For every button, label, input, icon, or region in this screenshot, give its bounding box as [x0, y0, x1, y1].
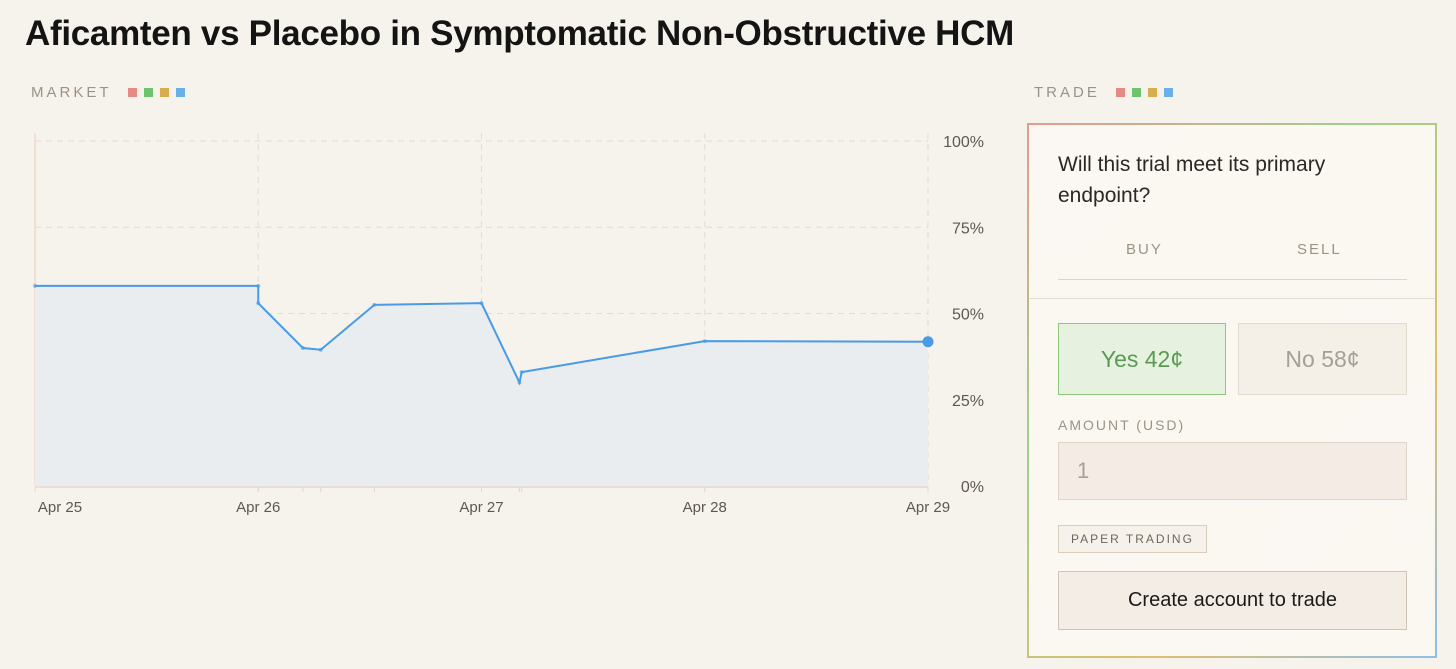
x-tick-label: Apr 26	[236, 499, 280, 516]
price-point	[702, 339, 707, 344]
current-price-point	[922, 336, 934, 348]
chart-points-layer	[33, 283, 934, 385]
blue-dot-icon	[1163, 88, 1173, 97]
x-tick-label: Apr 27	[459, 499, 503, 516]
market-section-label: MARKET	[31, 84, 185, 101]
green-dot-icon	[1131, 88, 1141, 97]
create-account-button[interactable]: Create account to trade	[1058, 571, 1407, 630]
yellow-dot-icon	[159, 88, 169, 97]
tab-sell[interactable]: SELL	[1297, 241, 1342, 258]
y-axis-tick-labels: 100% 75% 50% 25% 0%	[943, 134, 984, 496]
panel-divider	[1029, 298, 1435, 299]
trade-question: Will this trial meet its primary endpoin…	[1058, 153, 1326, 207]
trade-color-dots	[1115, 88, 1173, 97]
y-tick-label: 100%	[943, 134, 984, 151]
y-tick-label: 0%	[961, 479, 984, 496]
x-axis-tick-labels: Apr 25 Apr 26 Apr 27 Apr 28 Apr 29	[38, 499, 950, 516]
yellow-dot-icon	[1147, 88, 1157, 97]
paper-trading-badge: PAPER TRADING	[1058, 525, 1207, 553]
page-title: Aficamten vs Placebo in Symptomatic Non-…	[25, 14, 1014, 53]
amount-label: AMOUNT (USD)	[1058, 417, 1186, 433]
price-point	[318, 347, 323, 352]
price-point	[517, 380, 522, 385]
amount-input[interactable]	[1058, 442, 1407, 500]
price-point	[479, 301, 484, 306]
tab-underline	[1058, 279, 1407, 280]
red-dot-icon	[1115, 88, 1125, 97]
blue-dot-icon	[175, 88, 185, 97]
market-color-dots	[127, 88, 185, 97]
price-point	[300, 346, 305, 350]
y-tick-label: 75%	[952, 220, 984, 237]
x-tick-label: Apr 25	[38, 499, 82, 516]
price-point	[256, 283, 261, 288]
price-point	[33, 283, 37, 288]
no-outcome-button[interactable]: No 58¢	[1238, 323, 1407, 395]
market-label-text: MARKET	[31, 84, 112, 101]
price-point	[519, 370, 524, 375]
x-tick-label: Apr 29	[906, 499, 950, 516]
yes-outcome-button[interactable]: Yes 42¢	[1058, 323, 1226, 395]
chart-area-layer	[35, 284, 929, 486]
y-tick-label: 50%	[952, 307, 984, 324]
tab-buy[interactable]: BUY	[1126, 241, 1163, 258]
price-point	[372, 302, 377, 307]
y-tick-label: 25%	[952, 393, 984, 410]
price-area-fill	[35, 285, 928, 486]
x-tick-label: Apr 28	[683, 499, 727, 516]
price-point	[256, 301, 261, 306]
market-price-chart[interactable]: 100% 75% 50% 25% 0% Apr 25 Apr 26 Apr 27 Apr 28…	[0, 120, 1000, 530]
red-dot-icon	[127, 88, 137, 97]
trade-section-label: TRADE	[1034, 84, 1173, 101]
green-dot-icon	[143, 88, 153, 97]
trade-panel: Will this trial meet its primary endpoin…	[1027, 123, 1437, 658]
trade-label-text: TRADE	[1034, 84, 1100, 101]
